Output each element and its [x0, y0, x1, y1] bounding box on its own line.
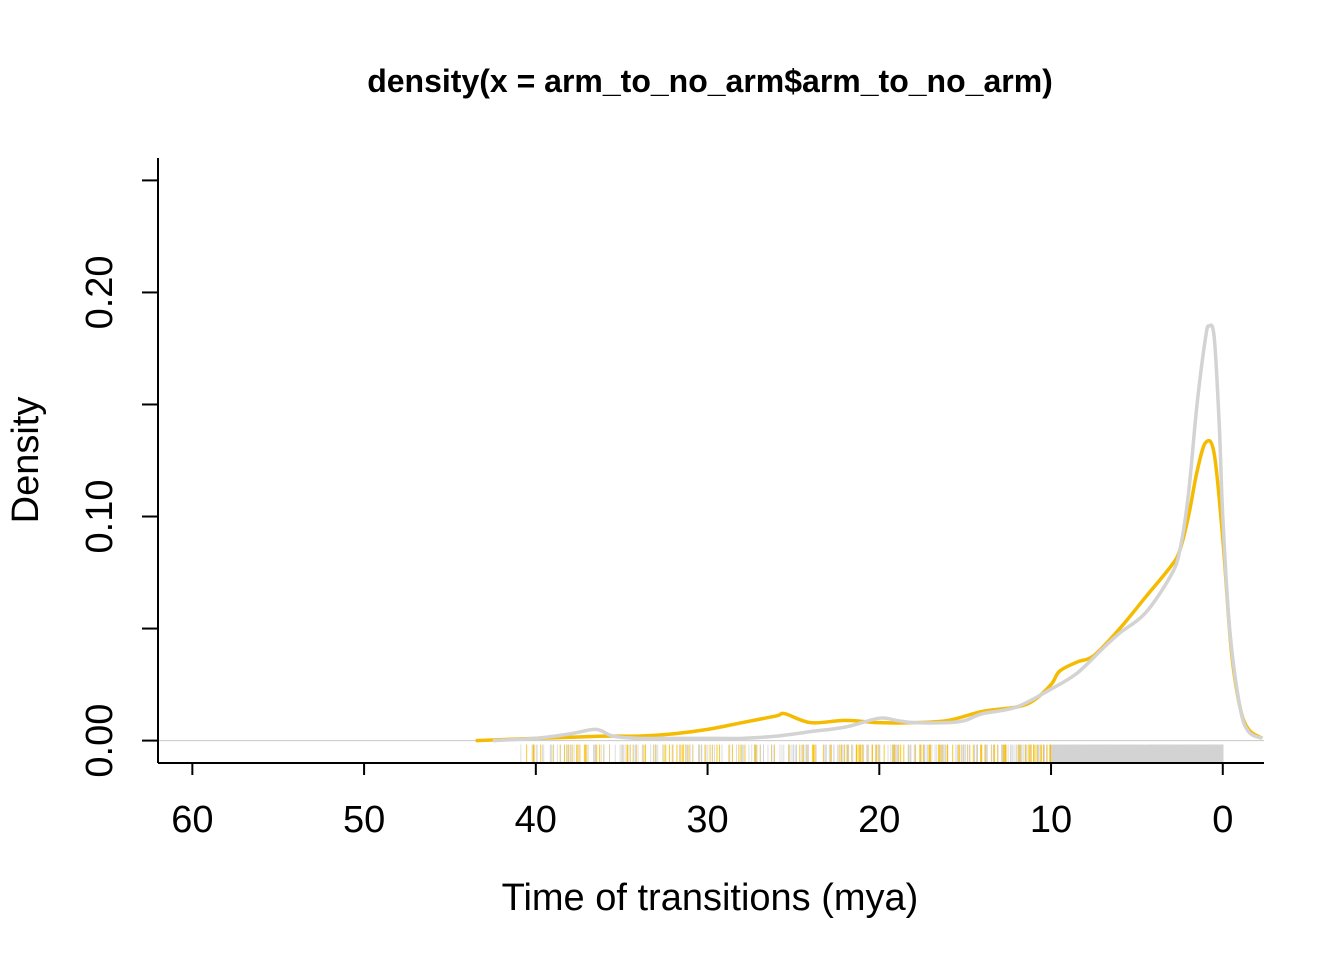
y-axis-label: Density — [5, 397, 47, 524]
x-tick-label: 30 — [686, 799, 728, 841]
x-tick-label: 20 — [858, 799, 900, 841]
axes: 0.00 0.10 0.20 60 50 40 30 20 10 0 — [79, 158, 1264, 841]
x-tick-label: 10 — [1030, 799, 1072, 841]
x-tick-label: 50 — [343, 799, 385, 841]
x-axis-label: Time of transitions (mya) — [502, 877, 919, 919]
chart-title: density(x = arm_to_no_arm$arm_to_no_arm) — [367, 63, 1053, 99]
density-line-0 — [475, 438, 1264, 743]
x-tick-label: 60 — [171, 799, 213, 841]
density-line-1 — [492, 323, 1264, 743]
plot-area: 0.00 0.10 0.20 60 50 40 30 20 10 0 — [79, 158, 1264, 841]
rug-band — [1051, 744, 1223, 762]
y-tick-label: 0.20 — [79, 255, 121, 329]
y-tick-label: 0.10 — [79, 480, 121, 554]
x-tick-label: 40 — [515, 799, 557, 841]
y-tick-label: 0.00 — [79, 704, 121, 778]
x-tick-label: 0 — [1212, 799, 1233, 841]
